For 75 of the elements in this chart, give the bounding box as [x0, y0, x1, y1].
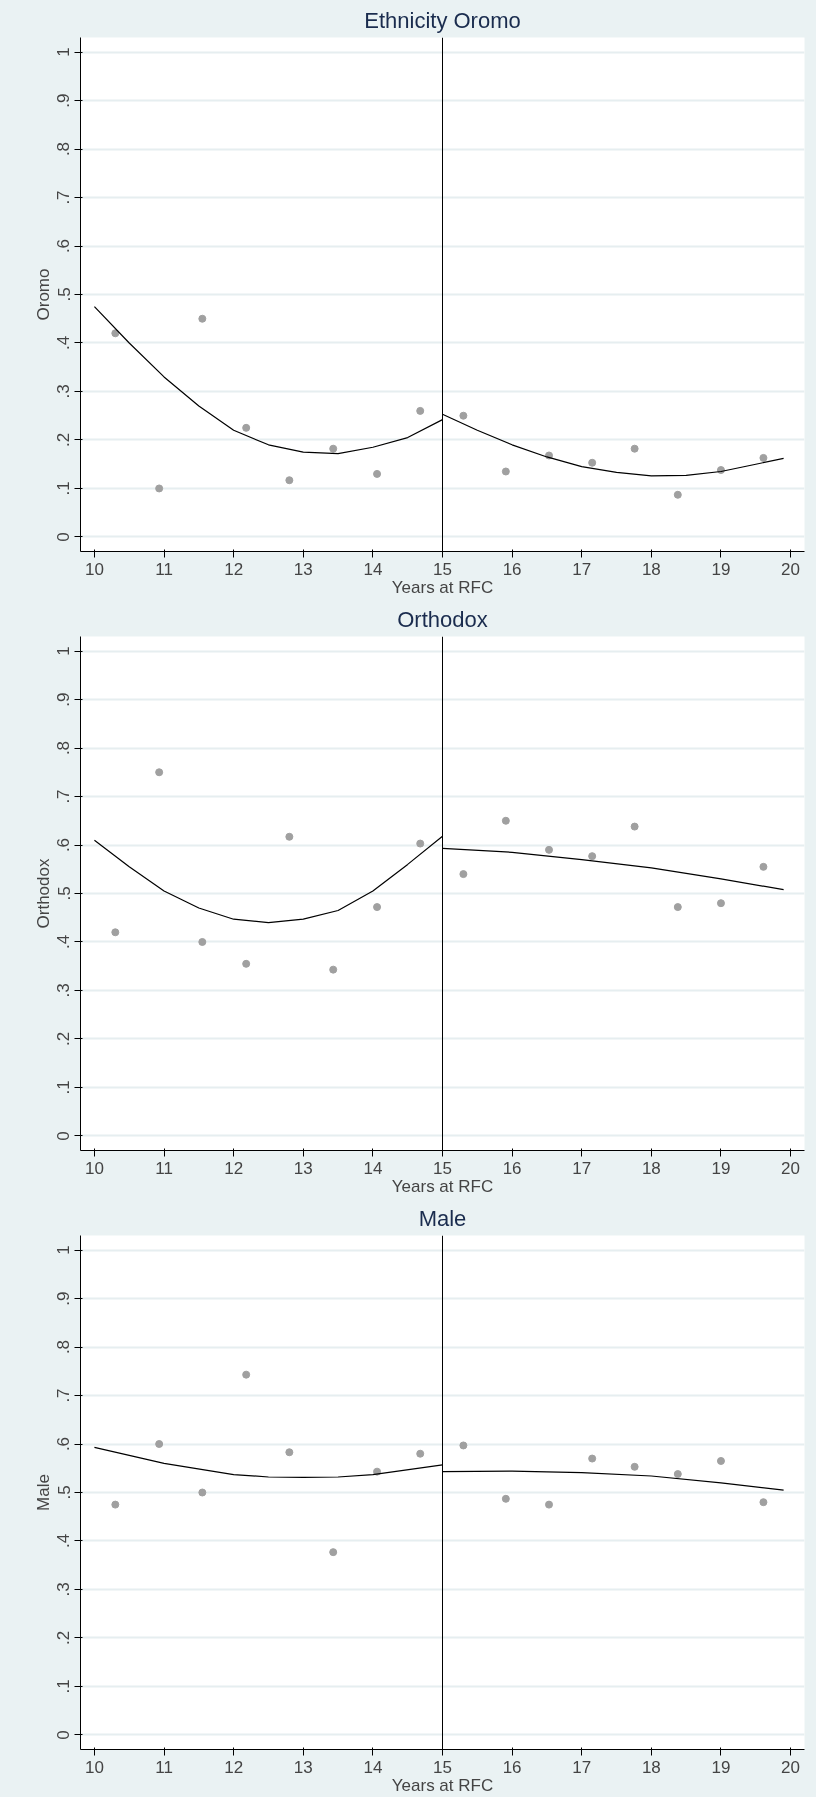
chart-title: Male: [418, 1205, 467, 1231]
y-tick-label: 0: [54, 1730, 74, 1740]
x-tick-label: 20: [781, 1158, 801, 1178]
x-tick-label: 16: [502, 1158, 522, 1178]
y-tick-label: 0: [54, 1131, 74, 1141]
x-tick-label: 15: [433, 1757, 452, 1777]
x-tick-label: 10: [84, 1158, 104, 1178]
x-tick-label: 12: [224, 1757, 244, 1777]
x-tick-label: 15: [433, 1158, 452, 1178]
y-tick-label: .1: [54, 1080, 74, 1095]
y-tick-label: .8: [54, 1339, 74, 1355]
x-tick-label: 18: [641, 559, 661, 579]
y-tick-label: .5: [54, 287, 74, 302]
x-tick-label: 11: [155, 559, 173, 579]
x-axis-title: Years at RFC: [391, 1176, 494, 1196]
y-tick-label: .1: [54, 481, 74, 496]
y-tick-label: .8: [54, 141, 74, 157]
x-tick-label: 20: [781, 1757, 801, 1777]
y-tick-label: .5: [54, 886, 74, 901]
y-tick-label: .3: [54, 384, 74, 399]
x-tick-label: 10: [84, 559, 104, 579]
x-tick-label: 15: [433, 559, 452, 579]
y-tick-label: .6: [54, 1436, 74, 1452]
x-tick-label: 20: [781, 559, 801, 579]
y-tick-label: .9: [54, 93, 74, 108]
y-tick-label: .3: [54, 983, 74, 998]
y-tick-label: .2: [54, 1630, 74, 1646]
x-tick-label: 11: [155, 1757, 173, 1777]
y-tick-label: 1: [54, 1245, 74, 1255]
x-tick-label: 19: [711, 559, 731, 579]
y-tick-label: .9: [54, 1291, 74, 1306]
y-tick-label: 0: [54, 532, 74, 542]
x-axis-title: Years at RFC: [391, 577, 494, 597]
x-tick-label: 18: [641, 1158, 661, 1178]
x-tick-label: 17: [572, 1158, 592, 1178]
y-tick-label: .7: [54, 789, 74, 804]
x-tick-label: 16: [502, 559, 522, 579]
y-tick-label: .4: [54, 934, 74, 950]
x-tick-label: 19: [711, 1757, 731, 1777]
y-tick-label: 1: [54, 47, 74, 57]
y-tick-label: .2: [54, 432, 74, 448]
x-tick-label: 14: [363, 1158, 383, 1178]
x-tick-label: 11: [155, 1158, 173, 1178]
y-tick-label: .6: [54, 837, 74, 853]
y-tick-label: .4: [54, 335, 74, 351]
y-tick-label: .2: [54, 1031, 74, 1047]
x-tick-label: 19: [711, 1158, 731, 1178]
x-tick-label: 12: [224, 1158, 244, 1178]
y-axis-title: Male: [33, 1474, 53, 1511]
x-tick-label: 13: [293, 1158, 313, 1178]
x-tick-label: 16: [502, 1757, 522, 1777]
y-tick-label: 1: [54, 646, 74, 656]
y-tick-label: .1: [54, 1679, 74, 1694]
y-axis-title: Oromo: [33, 268, 53, 321]
y-tick-label: .4: [54, 1533, 74, 1549]
y-tick-label: .5: [54, 1485, 74, 1500]
x-tick-label: 17: [572, 559, 592, 579]
y-tick-label: .3: [54, 1582, 74, 1597]
x-tick-label: 13: [293, 559, 313, 579]
x-tick-label: 10: [84, 1757, 104, 1777]
x-tick-label: 14: [363, 559, 383, 579]
x-tick-label: 14: [363, 1757, 383, 1777]
x-tick-label: 13: [293, 1757, 313, 1777]
y-tick-label: .8: [54, 740, 74, 756]
x-tick-label: 12: [224, 559, 244, 579]
y-tick-label: .6: [54, 238, 74, 254]
x-tick-label: 18: [641, 1757, 661, 1777]
y-axis-title: Orthodox: [33, 858, 53, 929]
x-axis-title: Years at RFC: [391, 1775, 494, 1795]
x-tick-label: 17: [572, 1757, 592, 1777]
chart-title: Ethnicity Oromo: [364, 7, 521, 33]
y-tick-label: .9: [54, 692, 74, 707]
y-tick-label: .7: [54, 190, 74, 205]
chart-title: Orthodox: [397, 606, 488, 632]
y-tick-label: .7: [54, 1388, 74, 1403]
